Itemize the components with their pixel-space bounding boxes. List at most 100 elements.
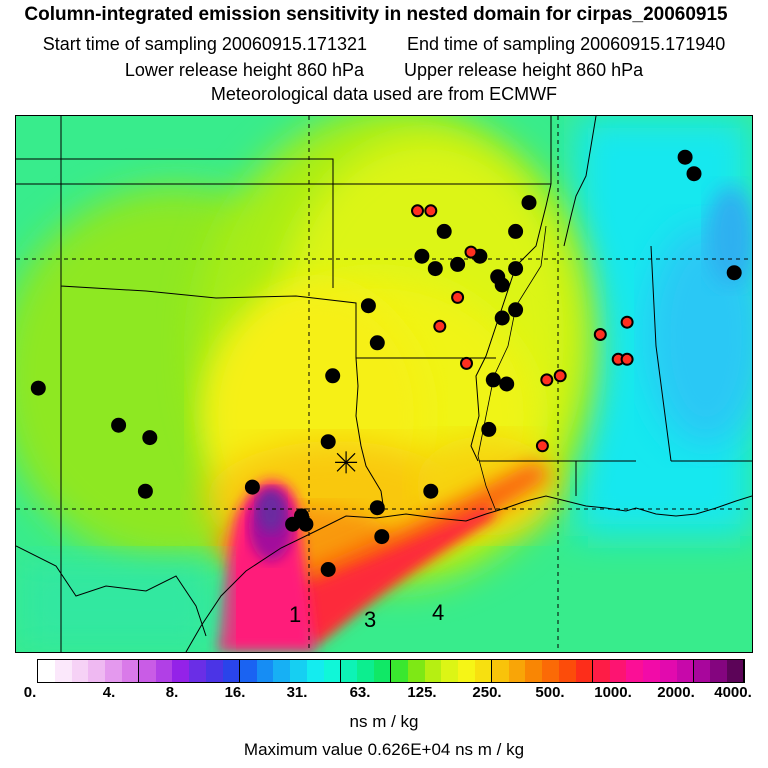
colorbar-swatch [542, 660, 560, 682]
station-marker-black [436, 223, 452, 239]
colorbar-tick-label: 16. [224, 684, 246, 701]
colorbar-swatch [475, 660, 493, 682]
station-marker-red [451, 290, 465, 304]
station-marker-black [244, 479, 260, 495]
colorbar-swatch [172, 660, 190, 682]
colorbar-swatch [424, 660, 442, 682]
colorbar-tick-label: 250. [472, 684, 502, 701]
station-markers [30, 149, 742, 577]
colorbar-swatch [508, 660, 526, 682]
met-data-source: Meteorological data used are from ECMWF [210, 84, 558, 104]
station-marker-black [686, 166, 702, 182]
colorbar-swatch [155, 660, 173, 682]
colorbar-units: ns m / kg [349, 712, 419, 731]
release-point-marker [335, 451, 358, 474]
map-label-1: 1 [289, 602, 302, 627]
colorbar [37, 659, 745, 683]
colorbar-swatch [727, 660, 745, 682]
station-marker-black [285, 516, 301, 532]
lower-release-height: Lower release height 860 hPa [124, 60, 364, 80]
colorbar-swatch [340, 660, 358, 682]
station-marker-black [374, 529, 390, 545]
colorbar-swatch [38, 660, 56, 682]
colorbar-swatch [206, 660, 224, 682]
colorbar-swatch [626, 660, 644, 682]
station-marker-black [494, 277, 510, 293]
station-marker-black [677, 149, 693, 165]
colorbar-swatch [306, 660, 325, 682]
station-marker-black [320, 434, 336, 450]
colorbar-tick-label: 1000. [594, 684, 632, 701]
release-heights: Lower release height 860 hPa Upper releas… [0, 60, 768, 81]
colorbar-swatch [643, 660, 661, 682]
colorbar-swatch [559, 660, 577, 682]
colorbar-swatch [71, 660, 89, 682]
colorbar-tick-label: 4000. [714, 684, 752, 701]
sensitivity-field [16, 116, 752, 652]
station-marker-black [320, 562, 336, 577]
station-marker-black [325, 368, 341, 384]
station-marker-black [508, 261, 524, 277]
station-marker-black [450, 256, 466, 272]
colorbar-swatch [693, 660, 711, 682]
upper-release-height: Upper release height 860 hPa [404, 60, 644, 80]
colorbar-swatch [458, 660, 476, 682]
colorbar-swatch [105, 660, 123, 682]
colorbar-tick-label: 0. [23, 684, 37, 701]
colorbar-swatch [88, 660, 106, 682]
colorbar-swatch [374, 660, 392, 682]
station-marker-black [499, 376, 515, 392]
colorbar-tick-label: 500. [535, 684, 565, 701]
colorbar-swatch [323, 660, 342, 682]
station-marker-red [464, 245, 478, 259]
station-marker-red [535, 439, 549, 453]
station-marker-black [726, 265, 742, 281]
chart-title: Column-integrated emission sensitivity i… [24, 4, 728, 25]
station-marker-black [508, 302, 524, 318]
end-time: End time of sampling 20060915.171940 [407, 34, 726, 54]
colorbar-swatch [407, 660, 426, 682]
colorbar-swatch [525, 660, 543, 682]
station-marker-red [433, 319, 447, 333]
colorbar-tick-label: 8. [165, 684, 179, 701]
colorbar-swatch [609, 660, 627, 682]
colorbar-swatch [357, 660, 375, 682]
station-marker-black [369, 335, 385, 351]
station-marker-red [620, 352, 634, 366]
colorbar-swatch [592, 660, 610, 682]
station-marker-red [620, 315, 634, 329]
station-marker-black [521, 195, 537, 211]
colorbar-swatch [189, 660, 207, 682]
map-label-4: 4 [432, 600, 445, 625]
colorbar-swatch [54, 660, 73, 682]
sampling-times: Start time of sampling 20060915.171321 En… [0, 34, 768, 55]
colorbar-swatch [659, 660, 678, 682]
station-marker-red [411, 204, 424, 218]
colorbar-swatch [441, 660, 459, 682]
colorbar-ticks: 0. 4. 8. 16. 31. 63. 125. 250. 500. 1000. 2000. 400… [0, 684, 768, 708]
station-marker-black [485, 372, 501, 388]
station-marker-black [423, 483, 439, 499]
station-marker-red [540, 373, 554, 387]
coastline [185, 495, 752, 652]
station-marker-black [360, 298, 376, 314]
colorbar-swatch [676, 660, 695, 682]
colorbar-tick-label: 31. [286, 684, 308, 701]
colorbar-tick-label: 2000. [657, 684, 695, 701]
colorbar-swatch [273, 660, 291, 682]
sensitivity-map[interactable]: 1 3 4 [15, 115, 753, 653]
station-marker-black [298, 516, 314, 532]
maximum-value: Maximum value 0.626E+04 ns m / kg [243, 740, 525, 759]
station-marker-red [593, 328, 607, 341]
station-marker-black [137, 483, 153, 499]
colorbar-swatch [391, 660, 409, 682]
station-marker-black [30, 380, 46, 396]
start-time: Start time of sampling 20060915.171321 [42, 34, 367, 54]
station-marker-red [553, 369, 567, 383]
colorbar-swatch [290, 660, 308, 682]
colorbar-tick-label: 4. [102, 684, 116, 701]
colorbar-swatch [239, 660, 257, 682]
map-label-3: 3 [364, 607, 377, 632]
station-marker-black [369, 500, 385, 516]
station-marker-red [424, 204, 438, 218]
